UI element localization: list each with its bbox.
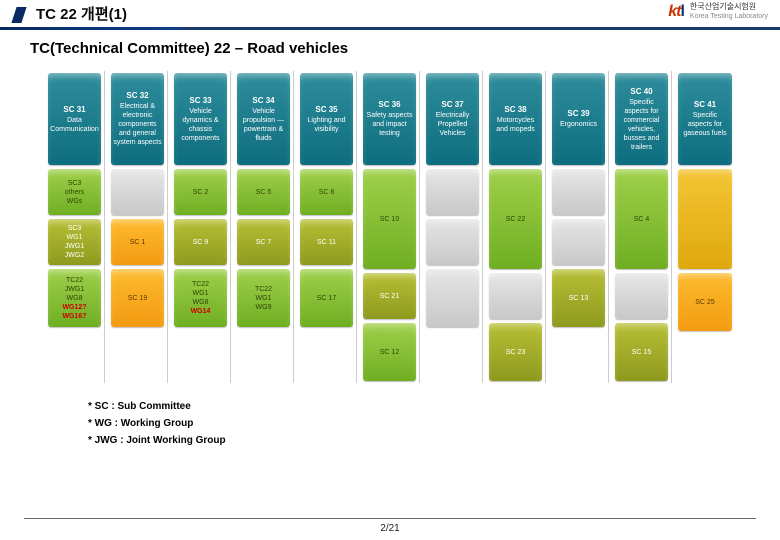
chart-cell: SC 8 <box>300 169 353 215</box>
chart-column: SC 39Ergonomics SC 13 <box>549 71 609 383</box>
chart-column: SC 36Safety aspects and impact testingSC… <box>360 71 420 383</box>
chart-cell: SC 1 <box>111 219 164 265</box>
chart-cell: SC3othersWGs <box>48 169 101 215</box>
chart-cell <box>552 219 605 265</box>
column-header: SC 38Motorcycles and mopeds <box>489 73 542 165</box>
chart-column: SC 38Motorcycles and mopedsSC 22 SC 23 <box>486 71 546 383</box>
subtitle: TC(Technical Committee) 22 – Road vehicl… <box>30 40 756 57</box>
chart-cell: SC 15 <box>615 323 668 381</box>
chart-column: SC 31Data CommunicationSC3othersWGsSC3WG… <box>45 71 105 383</box>
chart-cell: SC3WG1JWG1JWG2 <box>48 219 101 265</box>
chart-column: SC 35Lighting and visibilitySC 8SC 11SC … <box>297 71 357 383</box>
chart-cell <box>615 273 668 319</box>
chart-cell: SC 11 <box>300 219 353 265</box>
logo-text: 한국산업기술시험원Korea Testing Laboratory <box>690 2 768 21</box>
column-header: SC 41Specific aspects for gaseous fuels <box>678 73 732 165</box>
chart-column: SC 34Vehicle propulsion — powertrain & f… <box>234 71 294 383</box>
chart-cell: TC22WG1WG9 <box>237 269 290 327</box>
chart-cell: TC22WG1WG8WG14 <box>174 269 227 327</box>
chart-cell: SC 7 <box>237 219 290 265</box>
chart-cell: SC 22 <box>489 169 542 269</box>
chart-column: SC 33Vehicle dynamics & chassis componen… <box>171 71 231 383</box>
chart-cell: SC 4 <box>615 169 668 269</box>
chart-cell: SC 13 <box>552 269 605 327</box>
chart-column: SC 41Specific aspects for gaseous fuels S… <box>675 71 735 383</box>
legend-line: * JWG : Joint Working Group <box>88 435 756 446</box>
chart-cell: SC 12 <box>363 323 416 381</box>
header-accent <box>11 7 26 23</box>
column-header: SC 31Data Communication <box>48 73 101 165</box>
chart-cell <box>426 219 479 265</box>
column-header: SC 33Vehicle dynamics & chassis componen… <box>174 73 227 165</box>
legend-line: * WG : Working Group <box>88 418 756 429</box>
chart-column: SC 37Electrically Propelled Vehicles <box>423 71 483 383</box>
column-header: SC 34Vehicle propulsion — powertrain & f… <box>237 73 290 165</box>
chart-column: SC 40Specific aspects for commercial veh… <box>612 71 672 383</box>
logo-mark: ktl <box>668 3 684 21</box>
legend-line: * SC : Sub Committee <box>88 401 756 412</box>
chart-cell <box>489 273 542 319</box>
chart-cell <box>426 269 479 327</box>
chart-cell: SC 21 <box>363 273 416 319</box>
page-number: 2/21 <box>24 518 756 540</box>
chart-cell: SC 9 <box>174 219 227 265</box>
chart-cell: SC 2 <box>174 169 227 215</box>
slide-title: TC 22 개편(1) <box>36 3 127 24</box>
chart-cell <box>678 169 732 269</box>
content: TC(Technical Committee) 22 – Road vehicl… <box>0 30 780 518</box>
column-header: SC 35Lighting and visibility <box>300 73 353 165</box>
column-header: SC 40Specific aspects for commercial veh… <box>615 73 668 165</box>
column-header: SC 37Electrically Propelled Vehicles <box>426 73 479 165</box>
chart-cell <box>111 169 164 215</box>
legend: * SC : Sub Committee * WG : Working Group… <box>88 401 756 446</box>
chart-cell <box>552 169 605 215</box>
slide: TC 22 개편(1) ktl 한국산업기술시험원Korea Testing L… <box>0 0 780 540</box>
column-header: SC 32Electrical & electronic components … <box>111 73 164 165</box>
chart-cell: SC 19 <box>111 269 164 327</box>
chart-cell: TC22JWG1WG8WG12?WG16? <box>48 269 101 327</box>
logo: ktl 한국산업기술시험원Korea Testing Laboratory <box>668 2 768 21</box>
column-header: SC 36Safety aspects and impact testing <box>363 73 416 165</box>
chart-cell <box>426 169 479 215</box>
header-bar: TC 22 개편(1) ktl 한국산업기술시험원Korea Testing L… <box>0 0 780 30</box>
chart-cell: SC 25 <box>678 273 732 331</box>
chart-cell: SC 5 <box>237 169 290 215</box>
chart-cell: SC 23 <box>489 323 542 381</box>
chart-cell: SC 17 <box>300 269 353 327</box>
org-chart: SC 31Data CommunicationSC3othersWGsSC3WG… <box>24 65 756 389</box>
chart-cell: SC 10 <box>363 169 416 269</box>
column-header: SC 39Ergonomics <box>552 73 605 165</box>
chart-column: SC 32Electrical & electronic components … <box>108 71 168 383</box>
